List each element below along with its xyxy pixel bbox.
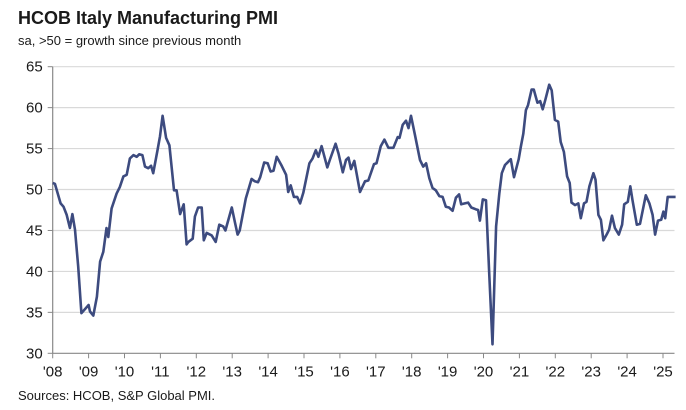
x-tick-label: '12 [187,363,207,380]
x-tick-label: '14 [258,363,278,380]
x-tick-label: '08 [43,363,63,380]
x-tick-label: '23 [581,363,601,380]
y-tick-label: 60 [26,100,43,117]
x-tick-label: '10 [115,363,135,380]
chart-title: HCOB Italy Manufacturing PMI [18,8,279,28]
y-tick-label: 65 [26,59,43,76]
y-tick-label: 30 [26,345,43,362]
y-tick-label: 40 [26,263,43,280]
y-tick-label: 35 [26,304,43,321]
x-tick-label: '16 [330,363,350,380]
x-tick-label: '19 [438,363,458,380]
x-tick-label: '13 [222,363,242,380]
x-tick-label: '15 [294,363,314,380]
x-tick-label: '17 [366,363,386,380]
x-tick-label: '25 [653,363,673,380]
x-tick-label: '18 [402,363,422,380]
y-tick-label: 45 [26,222,43,239]
chart-subtitle: sa, >50 = growth since previous month [18,33,242,48]
chart-source: Sources: HCOB, S&P Global PMI. [18,388,215,403]
x-tick-label: '11 [151,363,169,380]
x-tick-label: '09 [79,363,99,380]
y-tick-label: 50 [26,182,43,199]
x-tick-label: '22 [546,363,566,380]
x-tick-label: '24 [617,363,637,380]
x-tick-label: '20 [474,363,494,380]
pmi-series-line [52,83,676,346]
y-tick-label: 55 [26,141,43,158]
x-tick-label: '21 [510,363,530,380]
